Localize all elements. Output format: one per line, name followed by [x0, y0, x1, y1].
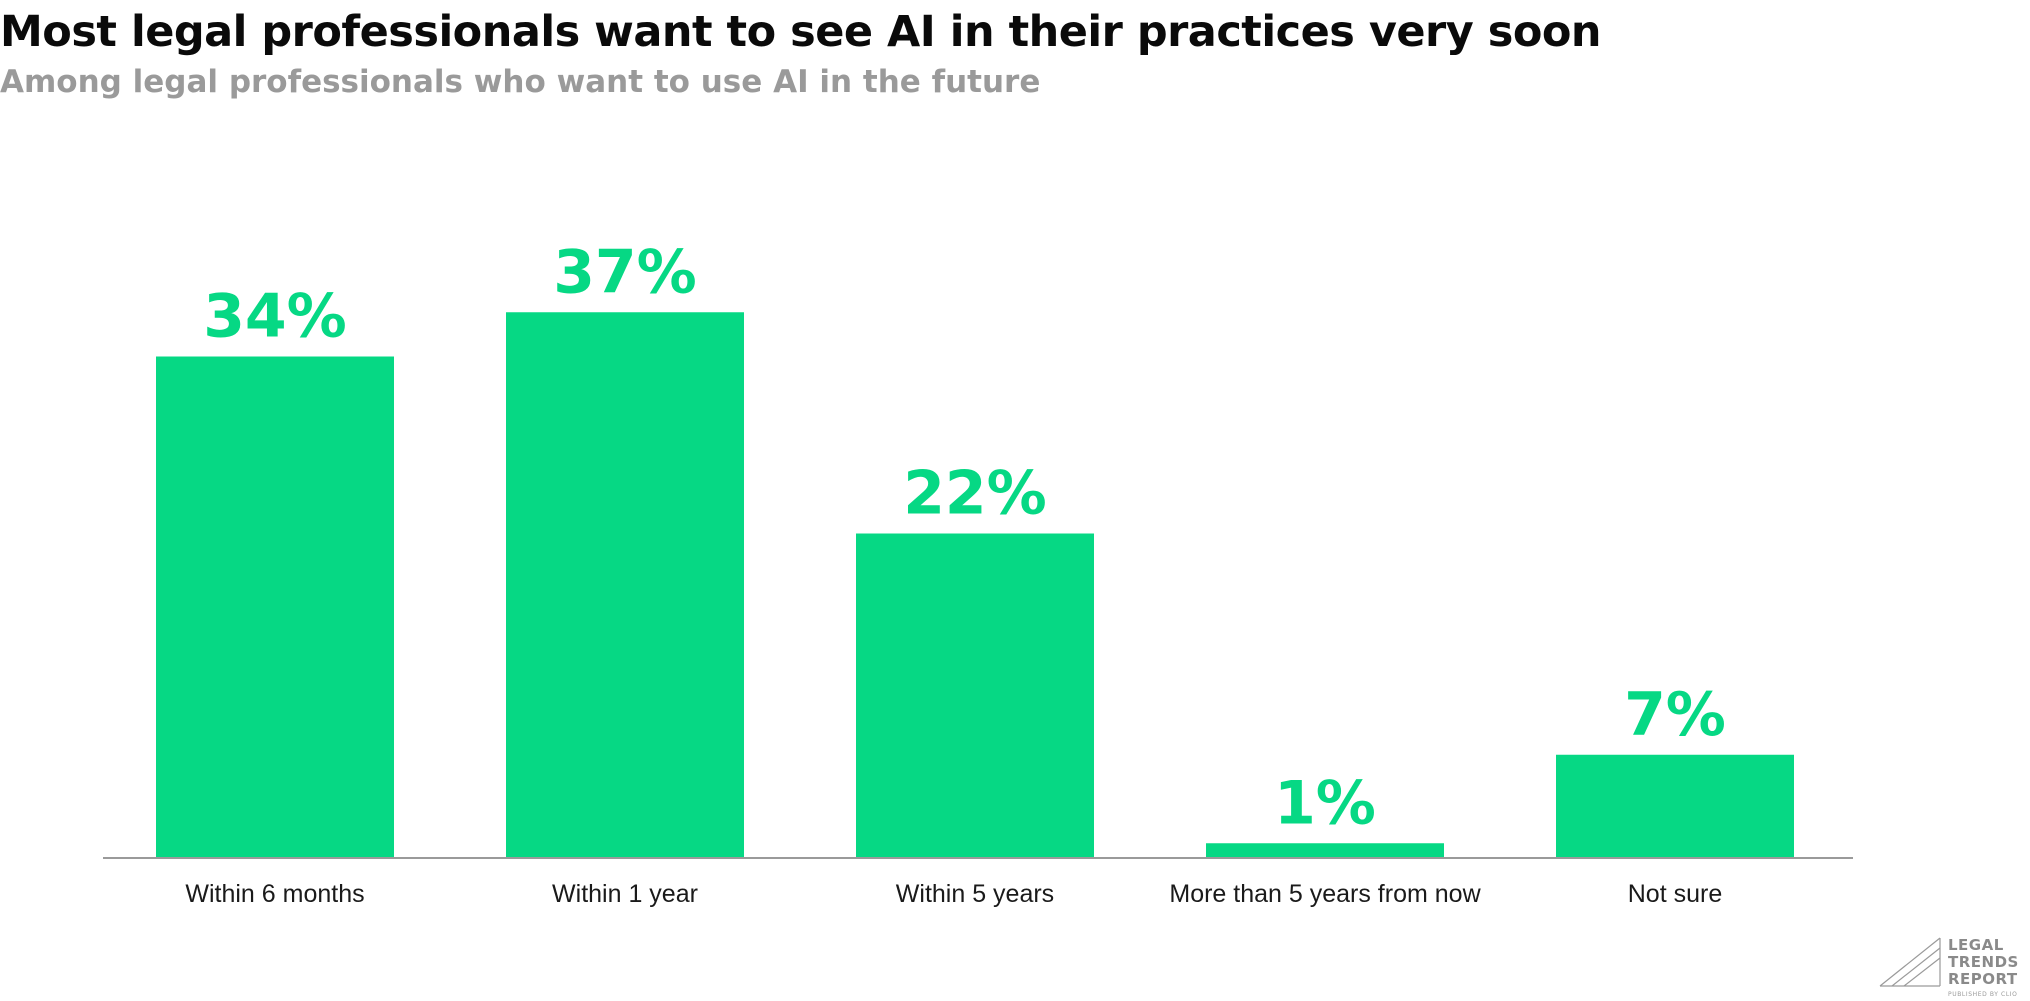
bars-layer: [156, 312, 1794, 858]
bar-within-1-year: [506, 312, 744, 858]
legal-trends-report-logo: LEGAL TRENDS REPORT PUBLISHED BY CLIO: [1879, 936, 2018, 998]
value-label-within-6-months: 34%: [203, 282, 347, 352]
chart-subtitle: Among legal professionals who want to us…: [0, 64, 1041, 100]
category-label-within-5-years: Within 5 years: [896, 880, 1054, 908]
chart-title: Most legal professionals want to see AI …: [0, 7, 1602, 57]
logo-published-by: PUBLISHED BY CLIO: [1948, 991, 2017, 998]
category-label-within-1-year: Within 1 year: [552, 880, 698, 908]
category-label-not-sure: Not sure: [1628, 880, 1722, 908]
bar-within-6-months: [156, 356, 394, 858]
logo-line-report: REPORT: [1948, 970, 2018, 988]
value-label-not-sure: 7%: [1624, 680, 1726, 750]
category-label-within-6-months: Within 6 months: [185, 880, 364, 908]
value-label-within-5-years: 22%: [903, 459, 1047, 529]
bar-more-than-5-years-from-now: [1206, 843, 1444, 858]
value-label-within-1-year: 37%: [553, 237, 697, 307]
category-label-more-than-5-years-from-now: More than 5 years from now: [1169, 880, 1481, 908]
logo-line-legal: LEGAL: [1948, 936, 2004, 954]
labels-layer: 34% Within 6 months 37% Within 1 year 22% Wit…: [185, 237, 1726, 908]
logo-line-trends: TRENDS: [1948, 953, 2018, 971]
value-label-more-than-5-years-from-now: 1%: [1274, 768, 1376, 838]
bar-not-sure: [1556, 754, 1794, 858]
bar-within-5-years: [856, 533, 1094, 858]
triangle-lines-icon: [1879, 937, 1941, 987]
